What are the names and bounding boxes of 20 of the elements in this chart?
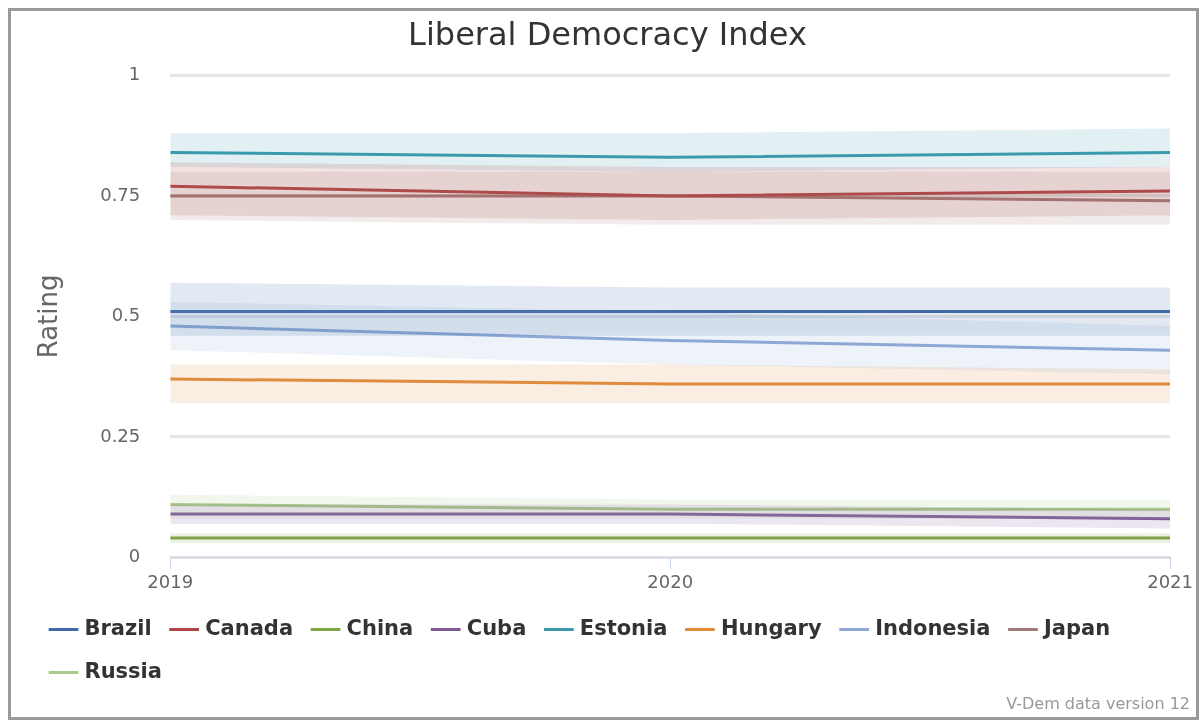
y-tick-label: 0.25 xyxy=(100,424,141,446)
legend-label: Japan xyxy=(1041,615,1111,640)
x-tick-label: 2021 xyxy=(1147,570,1193,592)
x-tick-label: 2020 xyxy=(647,570,694,592)
legend-label: Cuba xyxy=(466,615,527,640)
legend-label: China xyxy=(346,615,414,640)
legend-label: Indonesia xyxy=(875,615,991,640)
y-tick-label: 1 xyxy=(128,63,141,85)
y-tick-label: 0.5 xyxy=(111,304,141,326)
text: V-Dem data version 12 xyxy=(1006,694,1190,714)
legend-label: Hungary xyxy=(720,615,822,640)
chart-title: Liberal Democracy Index xyxy=(408,14,807,53)
y-tick-label: 0 xyxy=(128,545,141,567)
legend-label: Brazil xyxy=(84,615,152,640)
x-tick-label: 2019 xyxy=(147,570,194,592)
legend-label: Canada xyxy=(205,615,294,640)
y-axis-title: Rating xyxy=(33,274,64,359)
y-tick-label: 0.75 xyxy=(100,183,141,205)
legend-label: Estonia xyxy=(579,615,668,640)
legend-label: Russia xyxy=(84,658,162,683)
